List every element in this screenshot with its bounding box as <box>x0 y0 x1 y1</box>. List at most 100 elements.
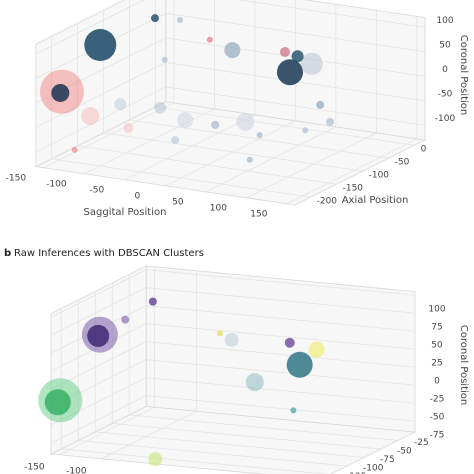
grid-line <box>101 410 197 460</box>
tick-label: -150 <box>343 184 364 194</box>
tick-label: 100 <box>436 16 453 26</box>
tick-label: -50 <box>90 185 105 195</box>
tick-label: 100 <box>428 305 445 315</box>
grid-line <box>103 132 363 172</box>
point <box>84 29 117 61</box>
point <box>123 123 134 134</box>
tick-label: -150 <box>6 173 27 183</box>
point <box>71 146 78 153</box>
grid-line <box>84 108 215 175</box>
z-axis-title: Coronal Position <box>458 325 469 405</box>
point <box>51 83 70 102</box>
grid-line <box>146 359 416 386</box>
point <box>87 324 110 347</box>
tick-label: -50 <box>438 89 453 99</box>
grid-line <box>146 269 416 296</box>
point <box>224 42 241 59</box>
tick-label: 100 <box>210 203 227 213</box>
point <box>245 373 264 392</box>
point <box>176 17 183 24</box>
back-pane <box>145 265 416 433</box>
tick-label: -100 <box>363 464 384 474</box>
point <box>290 407 297 414</box>
tick-label: -100 <box>46 179 67 189</box>
tick-label: -150 <box>24 462 45 472</box>
x-axis-title: Saggital Position <box>84 207 167 218</box>
grid-line <box>50 269 147 318</box>
grid-line <box>129 414 399 441</box>
z-axis-title: Coronal Position <box>458 35 469 115</box>
tick-label: 0 <box>421 145 427 155</box>
chart-title: Raw Inferences with DBSCAN Clusters <box>14 248 204 259</box>
tick-label: -50 <box>395 158 410 168</box>
tick-label: -50 <box>430 413 445 423</box>
grid-line <box>78 440 348 467</box>
grid-line <box>50 377 147 426</box>
tick-label: 50 <box>431 341 443 351</box>
grid-line <box>146 377 416 404</box>
point <box>316 100 325 109</box>
point <box>206 36 213 43</box>
tick-label: -125 <box>346 472 366 474</box>
grid-line <box>51 158 311 198</box>
tick-label: -100 <box>435 114 456 124</box>
tick-label: -50 <box>397 447 412 457</box>
grid-line <box>112 423 382 450</box>
point <box>236 112 255 131</box>
tick-label: 50 <box>439 40 451 50</box>
grid-line <box>35 62 166 128</box>
point <box>224 332 239 347</box>
point <box>148 452 163 467</box>
grid-line <box>124 114 256 181</box>
point <box>44 389 71 416</box>
point <box>177 112 194 129</box>
grid-line <box>50 323 147 372</box>
tick-label: 50 <box>172 197 184 207</box>
point <box>280 47 290 58</box>
grid-line <box>35 0 145 55</box>
grid-line <box>165 86 426 126</box>
grid-line <box>146 305 416 332</box>
grid-line <box>238 0 426 28</box>
point <box>211 120 220 129</box>
point <box>300 52 323 75</box>
point <box>148 297 157 306</box>
tick-label: -25 <box>414 438 429 448</box>
grid-line <box>146 287 416 314</box>
grid-line <box>146 323 416 350</box>
tick-label: -75 <box>380 455 395 465</box>
point <box>121 315 130 324</box>
point <box>284 337 295 348</box>
point <box>161 56 168 63</box>
y-axis-title: Axial Position <box>342 195 409 206</box>
point <box>291 50 304 63</box>
grid-line <box>205 126 337 193</box>
tick-label: 0 <box>135 191 141 201</box>
tick-label: -25 <box>430 395 445 405</box>
side-pane <box>35 0 167 168</box>
grid-line <box>146 395 416 422</box>
point <box>286 351 313 378</box>
grid-line <box>165 13 426 53</box>
tick-label: -100 <box>66 466 87 474</box>
tick-label: -200 <box>317 197 338 207</box>
grid-line <box>35 86 166 153</box>
point <box>154 101 167 114</box>
point <box>81 107 100 126</box>
grid-line <box>77 145 337 185</box>
plot-area: -150-100-125-100-75-50-25-75-50-25025507… <box>24 265 446 474</box>
grid-line <box>95 431 365 458</box>
point <box>171 136 180 145</box>
grid-line <box>129 119 389 159</box>
point <box>276 59 303 86</box>
grid-line <box>50 287 147 336</box>
tick-label: 0 <box>442 65 448 75</box>
plot-area: -150 -100 -50 0 50 100 150 -200 -150 -100 -50 0 -100… <box>6 0 456 219</box>
grid-line <box>146 341 416 368</box>
grid-line <box>165 120 296 187</box>
grid-line <box>43 102 175 169</box>
point <box>308 341 325 358</box>
tick-label: 75 <box>431 323 442 333</box>
